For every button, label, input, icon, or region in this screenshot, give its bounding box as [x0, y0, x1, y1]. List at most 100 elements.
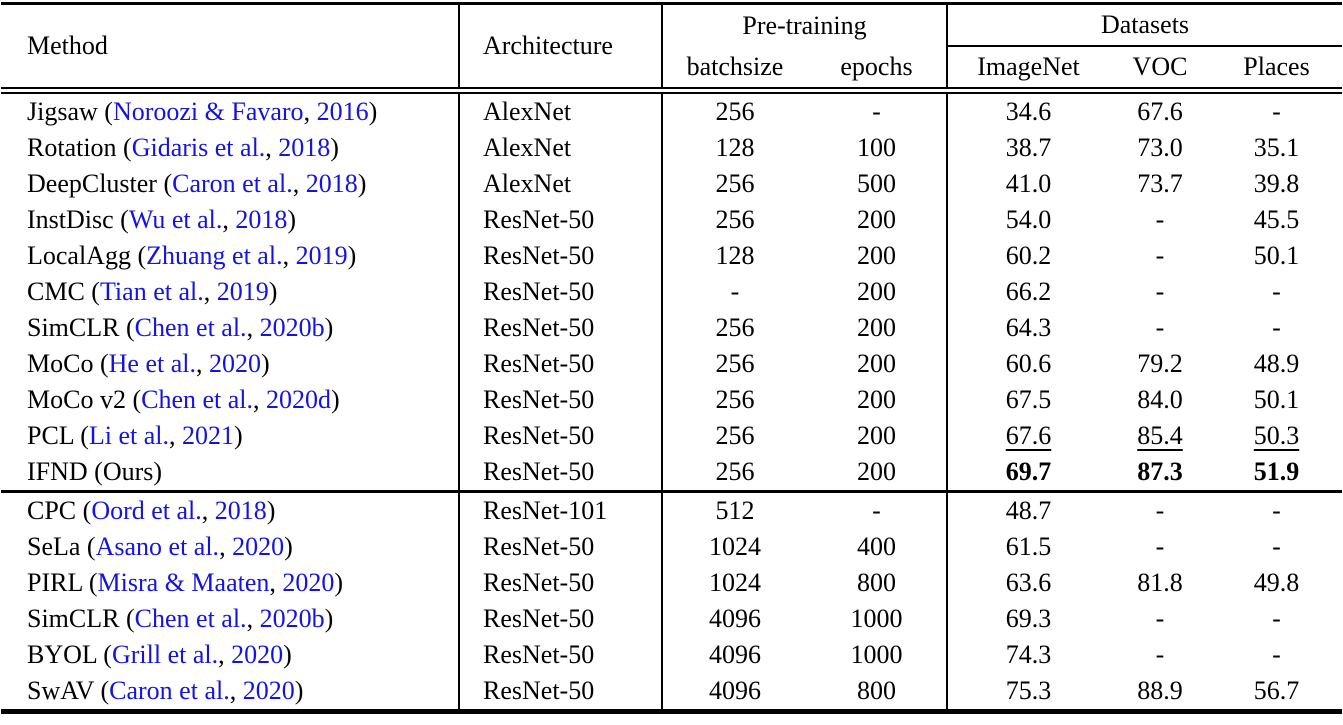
batchsize-cell-value: 256 [715, 457, 755, 486]
citation-year-link[interactable]: 2020b [259, 604, 325, 633]
voc-score-cell: - [1109, 310, 1211, 346]
voc-score-cell-value: 87.3 [1137, 457, 1183, 486]
citation-link[interactable]: Noroozi & Favaro [112, 97, 304, 126]
places-score-cell: 49.8 [1211, 565, 1342, 601]
voc-score-cell-value: 84.0 [1137, 385, 1183, 414]
architecture-cell: ResNet-101 [459, 491, 663, 529]
voc-score-cell-value: - [1155, 241, 1165, 270]
architecture-cell-value: ResNet-50 [483, 640, 595, 669]
citation-link[interactable]: He et al. [108, 349, 196, 378]
table-row: SimCLR (Chen et al., 2020b) ResNet-50 256 2… [1, 310, 1342, 346]
citation-year-link[interactable]: 2020 [208, 349, 261, 378]
table-row: MoCo (He et al., 2020) ResNet-50 256 200 60.… [1, 346, 1342, 382]
imagenet-score-cell-value: 67.5 [1005, 385, 1052, 414]
architecture-cell-value: AlexNet [483, 97, 572, 126]
citation-year-link[interactable]: 2021 [182, 421, 235, 450]
voc-score-cell-value: - [1155, 205, 1165, 234]
citation-link[interactable]: Chen et al. [134, 313, 247, 342]
voc-score-cell-value: - [1155, 640, 1165, 669]
citation-link[interactable]: Gidaris et al. [131, 133, 266, 162]
table-row: LocalAgg (Zhuang et al., 2019) ResNet-50 1… [1, 238, 1342, 274]
epochs-cell-value: 200 [857, 349, 896, 378]
table-row: MoCo v2 (Chen et al., 2020d) ResNet-50 256… [1, 382, 1342, 418]
table-row: PCL (Li et al., 2021) ResNet-50 256 200 67.6… [1, 418, 1342, 454]
batchsize-cell-value: 256 [715, 205, 755, 234]
architecture-cell-value: ResNet-50 [483, 241, 595, 270]
epochs-cell: 200 [807, 238, 948, 274]
citation-link[interactable]: Chen et al. [134, 604, 247, 633]
imagenet-score-cell-value: 48.7 [1005, 496, 1052, 525]
imagenet-score-cell: 63.6 [947, 565, 1109, 601]
citation-year-link[interactable]: 2018 [278, 133, 331, 162]
architecture-cell: ResNet-50 [459, 673, 663, 712]
table-body-block-1: Jigsaw (Noroozi & Favaro, 2016) AlexNet 25… [1, 90, 1342, 492]
citation-year-link[interactable]: 2020b [259, 313, 325, 342]
architecture-cell-value: ResNet-101 [483, 496, 608, 525]
places-score-cell-value: - [1272, 532, 1281, 561]
citation-year-link[interactable]: 2019 [216, 277, 269, 306]
voc-score-cell-value: 81.8 [1137, 568, 1183, 597]
batchsize-cell: 256 [662, 91, 807, 131]
imagenet-score-cell: 69.3 [947, 601, 1109, 637]
citation-link[interactable]: Wu et al. [128, 205, 223, 234]
epochs-cell-value: 200 [857, 241, 896, 270]
table-row: CPC (Oord et al., 2018) ResNet-101 512 - 48.… [1, 491, 1342, 530]
architecture-cell-value: ResNet-50 [483, 604, 595, 633]
citation-year-link[interactable]: 2018 [235, 205, 288, 234]
imagenet-score-cell: 66.2 [947, 274, 1109, 310]
citation-link[interactable]: Asano et al. [95, 532, 220, 561]
imagenet-score-cell-value: 60.6 [1005, 349, 1052, 378]
places-score-cell: 39.8 [1211, 166, 1342, 202]
epochs-cell: - [807, 90, 948, 130]
citation-year-link[interactable]: 2020d [266, 385, 332, 414]
places-score-cell-value: 45.5 [1253, 205, 1300, 234]
epochs-cell: 200 [807, 418, 948, 454]
citation-year-link[interactable]: 2018 [305, 169, 358, 198]
citation-year-link[interactable]: 2019 [295, 241, 348, 270]
places-score-cell: 50.3 [1211, 418, 1342, 454]
batchsize-cell: 1024 [662, 529, 807, 565]
epochs-cell: 200 [807, 310, 948, 346]
epochs-cell-value: 500 [857, 169, 896, 198]
architecture-cell: ResNet-50 [459, 529, 663, 565]
citation-link[interactable]: Grill et al. [111, 640, 219, 669]
citation-link[interactable]: Chen et al. [141, 385, 254, 414]
table-row: Rotation (Gidaris et al., 2018) AlexNet 12… [1, 130, 1342, 166]
epochs-cell-value: 200 [857, 421, 896, 450]
voc-score-cell-value: - [1155, 604, 1165, 633]
architecture-cell: ResNet-50 [459, 454, 663, 492]
citation-year-link[interactable]: 2020 [232, 532, 285, 561]
voc-score-cell: 73.0 [1109, 130, 1211, 166]
architecture-cell: ResNet-50 [459, 310, 663, 346]
imagenet-score-cell-value: 69.3 [1005, 604, 1052, 633]
citation-year-link[interactable]: 2018 [214, 496, 267, 525]
citation-link[interactable]: Caron et al. [109, 676, 230, 705]
epochs-cell-value: 200 [857, 205, 896, 234]
voc-score-cell-value: - [1155, 277, 1165, 306]
architecture-cell-value: ResNet-50 [483, 205, 595, 234]
citation-link[interactable]: Zhuang et al. [146, 241, 283, 270]
citation-year-link[interactable]: 2016 [316, 97, 369, 126]
voc-score-cell: - [1109, 202, 1211, 238]
places-score-cell-value: - [1272, 313, 1281, 342]
citation-link[interactable]: Oord et al. [91, 496, 202, 525]
citation-link[interactable]: Caron et al. [172, 169, 293, 198]
citation-link[interactable]: Li et al. [88, 421, 170, 450]
citation-link[interactable]: Misra & Maaten [97, 568, 270, 597]
col-header-method: Method [1, 3, 460, 91]
method-cell: SwAV (Caron et al., 2020) [1, 673, 460, 712]
imagenet-score-cell-value: 34.6 [1005, 97, 1052, 126]
method-cell: CMC (Tian et al., 2019) [1, 274, 460, 310]
batchsize-cell: 128 [662, 130, 807, 166]
citation-year-link[interactable]: 2020 [282, 568, 335, 597]
citation-link[interactable]: Tian et al. [99, 277, 204, 306]
places-score-cell: - [1211, 492, 1342, 530]
table-row: DeepCluster (Caron et al., 2018) AlexNet 2… [1, 166, 1342, 202]
epochs-cell-value: 1000 [850, 604, 903, 633]
voc-score-cell: 81.8 [1109, 565, 1211, 601]
citation-year-link[interactable]: 2020 [242, 676, 295, 705]
voc-score-cell: 85.4 [1109, 418, 1211, 454]
table-body-block-2: CPC (Oord et al., 2018) ResNet-101 512 - 48.… [1, 491, 1343, 712]
citation-year-link[interactable]: 2020 [231, 640, 284, 669]
epochs-cell-value: 800 [857, 676, 896, 705]
